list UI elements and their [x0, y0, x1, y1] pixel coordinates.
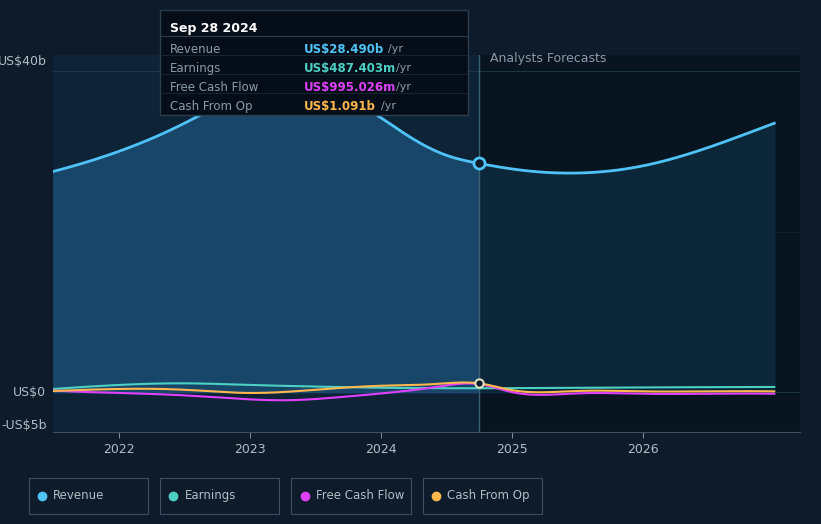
Text: US$28.490b: US$28.490b — [304, 43, 384, 56]
Text: Sep 28 2024: Sep 28 2024 — [170, 22, 258, 35]
Text: Cash From Op: Cash From Op — [170, 100, 252, 113]
Text: Revenue: Revenue — [170, 43, 222, 56]
Text: Earnings: Earnings — [185, 489, 236, 502]
Bar — [479, 55, 800, 432]
Text: US$1.091b: US$1.091b — [304, 100, 376, 113]
Text: /yr: /yr — [381, 101, 396, 111]
Text: Revenue: Revenue — [53, 489, 105, 502]
Text: Earnings: Earnings — [170, 62, 222, 75]
Text: /yr: /yr — [397, 63, 411, 73]
Text: US$40b: US$40b — [0, 55, 47, 68]
Text: US$995.026m: US$995.026m — [304, 81, 396, 94]
Text: Cash From Op: Cash From Op — [447, 489, 530, 502]
Text: US$487.403m: US$487.403m — [304, 62, 396, 75]
Text: Free Cash Flow: Free Cash Flow — [316, 489, 405, 502]
Text: /yr: /yr — [388, 45, 403, 54]
Text: Free Cash Flow: Free Cash Flow — [170, 81, 259, 94]
Bar — [53, 55, 479, 432]
Text: -US$5b: -US$5b — [1, 419, 47, 432]
Text: US$0: US$0 — [13, 386, 47, 399]
Text: Analysts Forecasts: Analysts Forecasts — [490, 52, 606, 64]
Text: Past: Past — [443, 52, 469, 64]
Text: /yr: /yr — [397, 82, 411, 92]
